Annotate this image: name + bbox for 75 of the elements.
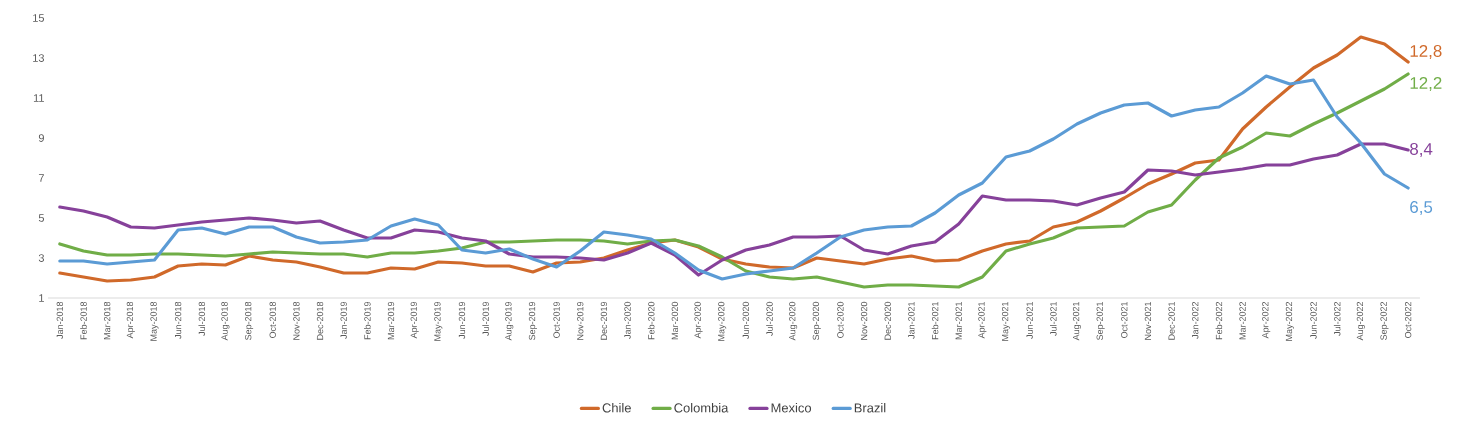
- x-tick-label: Aug-2019: [505, 301, 514, 341]
- x-tick-label: Oct-2018: [269, 301, 276, 338]
- x-tick-label: Nov-2019: [577, 301, 584, 340]
- y-tick-label: 3: [38, 254, 44, 262]
- x-tick-label: Feb-2022: [1215, 301, 1223, 340]
- x-tick-label: Nov-2018: [293, 301, 300, 340]
- x-tick-label: Jan-2019: [340, 301, 347, 339]
- x-tick-label: Jul-2020: [766, 301, 773, 336]
- x-tick-label: Apr-2020: [694, 301, 703, 339]
- x-tick-label: May-2018: [150, 301, 159, 341]
- line-series: [58, 142, 1410, 277]
- x-tick-label: May-2022: [1285, 301, 1294, 341]
- y-tick-label: 9: [38, 134, 44, 142]
- x-tick-label: Nov-2021: [1144, 301, 1152, 340]
- x-tick-label: Apr-2022: [1262, 301, 1271, 339]
- x-tick-label: Oct-2022: [1404, 301, 1412, 338]
- x-tick-label: Aug-2021: [1072, 301, 1082, 341]
- x-tick-label: Sep-2020: [812, 301, 821, 340]
- legend-label: Brazil: [854, 402, 886, 413]
- x-tick-label: Dec-2021: [1168, 301, 1175, 340]
- x-tick-label: Jul-2018: [198, 301, 206, 336]
- x-tick-label: Jan-2018: [56, 301, 64, 339]
- x-tick-label: Apr-2021: [978, 301, 987, 339]
- data-label: 6,5: [1410, 201, 1433, 215]
- x-tick-label: Aug-2020: [789, 301, 798, 341]
- x-tick-label: Jul-2022: [1333, 301, 1341, 336]
- x-tick-label: Oct-2019: [553, 301, 560, 338]
- x-tick-label: Jun-2019: [458, 301, 466, 339]
- x-tick-label: Jun-2020: [742, 301, 749, 339]
- y-tick-label: 1: [39, 294, 44, 302]
- x-tick-label: Feb-2019: [364, 301, 371, 340]
- y-tick-label: 11: [33, 94, 44, 102]
- x-tick-label: Sep-2021: [1096, 301, 1105, 340]
- x-tick-label: Jan-2020: [624, 301, 631, 339]
- x-tick-label: Mar-2019: [387, 301, 395, 340]
- data-label: 12,8: [1410, 45, 1442, 59]
- x-tick-label: Sep-2022: [1380, 301, 1389, 340]
- x-tick-label: Jun-2018: [174, 301, 182, 339]
- x-tick-label: Jul-2021: [1050, 301, 1057, 336]
- y-tick-label: 5: [38, 214, 45, 222]
- x-tick-label: Mar-2022: [1239, 301, 1246, 340]
- x-tick-label: Sep-2018: [245, 301, 254, 340]
- x-tick-label: Jan-2021: [908, 301, 915, 339]
- x-tick-label: Apr-2018: [126, 301, 135, 339]
- x-tick-label: Nov-2020: [860, 301, 868, 340]
- x-tick-label: Mar-2020: [671, 301, 679, 340]
- x-tick-label: May-2021: [1001, 301, 1011, 341]
- x-tick-label: Jul-2019: [482, 301, 489, 336]
- x-tick-label: May-2020: [718, 301, 727, 341]
- y-tick-label: 13: [33, 54, 44, 62]
- x-tick-label: Feb-2018: [80, 301, 87, 340]
- x-tick-label: Apr-2019: [410, 301, 419, 339]
- x-tick-label: Jan-2022: [1192, 301, 1199, 339]
- x-tick-label: Dec-2018: [316, 301, 324, 340]
- y-tick-label: 7: [38, 174, 44, 182]
- x-tick-label: Jun-2021: [1026, 301, 1033, 339]
- x-tick-label: Aug-2018: [221, 301, 230, 341]
- x-tick-label: Oct-2021: [1121, 301, 1128, 338]
- x-tick-label: Mar-2021: [955, 301, 962, 340]
- legend-label: Mexico: [771, 402, 812, 413]
- data-label: 12,2: [1410, 77, 1442, 91]
- x-tick-label: Oct-2020: [837, 301, 844, 338]
- x-tick-label: Feb-2020: [647, 301, 655, 340]
- legend-label: Chile: [602, 402, 631, 413]
- y-tick-label: 15: [33, 14, 45, 22]
- x-tick-label: Sep-2019: [528, 301, 537, 340]
- x-tick-label: Aug-2022: [1356, 301, 1365, 341]
- x-tick-label: Feb-2021: [931, 301, 939, 340]
- x-tick-label: Jun-2022: [1310, 301, 1317, 339]
- x-tick-label: Dec-2019: [600, 301, 608, 340]
- x-tick-label: Dec-2020: [884, 301, 891, 340]
- data-label: 8,4: [1410, 143, 1433, 157]
- x-tick-label: May-2019: [434, 301, 443, 341]
- x-tick-label: Mar-2018: [103, 301, 111, 340]
- legend-label: Colombia: [674, 402, 729, 413]
